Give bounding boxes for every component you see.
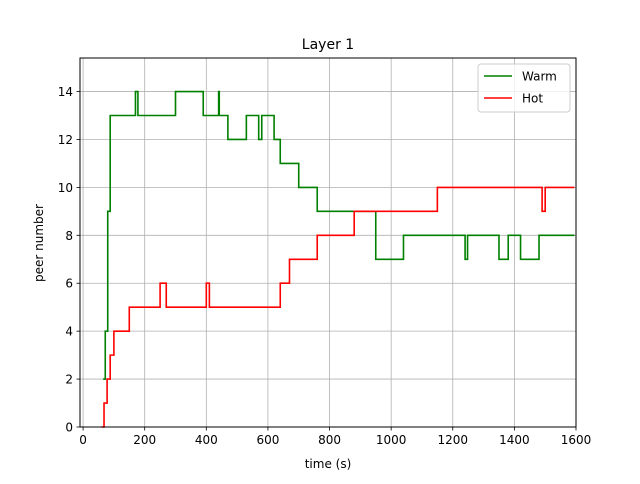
y-axis-label: peer number xyxy=(32,204,46,282)
x-tick-label: 200 xyxy=(133,433,156,447)
y-tick-label: 2 xyxy=(65,373,73,387)
legend-label-hot: Hot xyxy=(522,92,543,106)
series-line-warm xyxy=(103,90,575,380)
legend-label-warm: Warm xyxy=(522,70,557,84)
x-tick-label: 400 xyxy=(195,433,218,447)
y-tick-label: 10 xyxy=(58,181,73,195)
y-tick-label: 12 xyxy=(58,133,73,147)
x-tick-label: 1200 xyxy=(437,433,468,447)
axis-ticks: 0 200 400 600 800 1000 1200 1400 1600 0 2 4 6 8 10 12 14 xyxy=(58,85,592,447)
y-tick-label: 4 xyxy=(65,325,73,339)
series-line-hot xyxy=(101,186,575,428)
y-tick-label: 8 xyxy=(65,229,73,243)
x-tick-label: 1000 xyxy=(376,433,407,447)
x-axis-label: time (s) xyxy=(305,457,352,471)
series-lines xyxy=(101,90,575,428)
x-tick-label: 1400 xyxy=(499,433,530,447)
chart-title: Layer 1 xyxy=(302,37,354,53)
y-tick-label: 0 xyxy=(65,421,73,435)
x-tick-label: 1600 xyxy=(561,433,592,447)
legend: Warm Hot xyxy=(477,63,571,113)
plot-frame xyxy=(79,57,577,428)
y-tick-label: 6 xyxy=(65,277,73,291)
y-tick-label: 14 xyxy=(58,85,73,99)
x-tick-label: 0 xyxy=(79,433,87,447)
x-tick-label: 600 xyxy=(256,433,279,447)
x-tick-label: 800 xyxy=(318,433,341,447)
